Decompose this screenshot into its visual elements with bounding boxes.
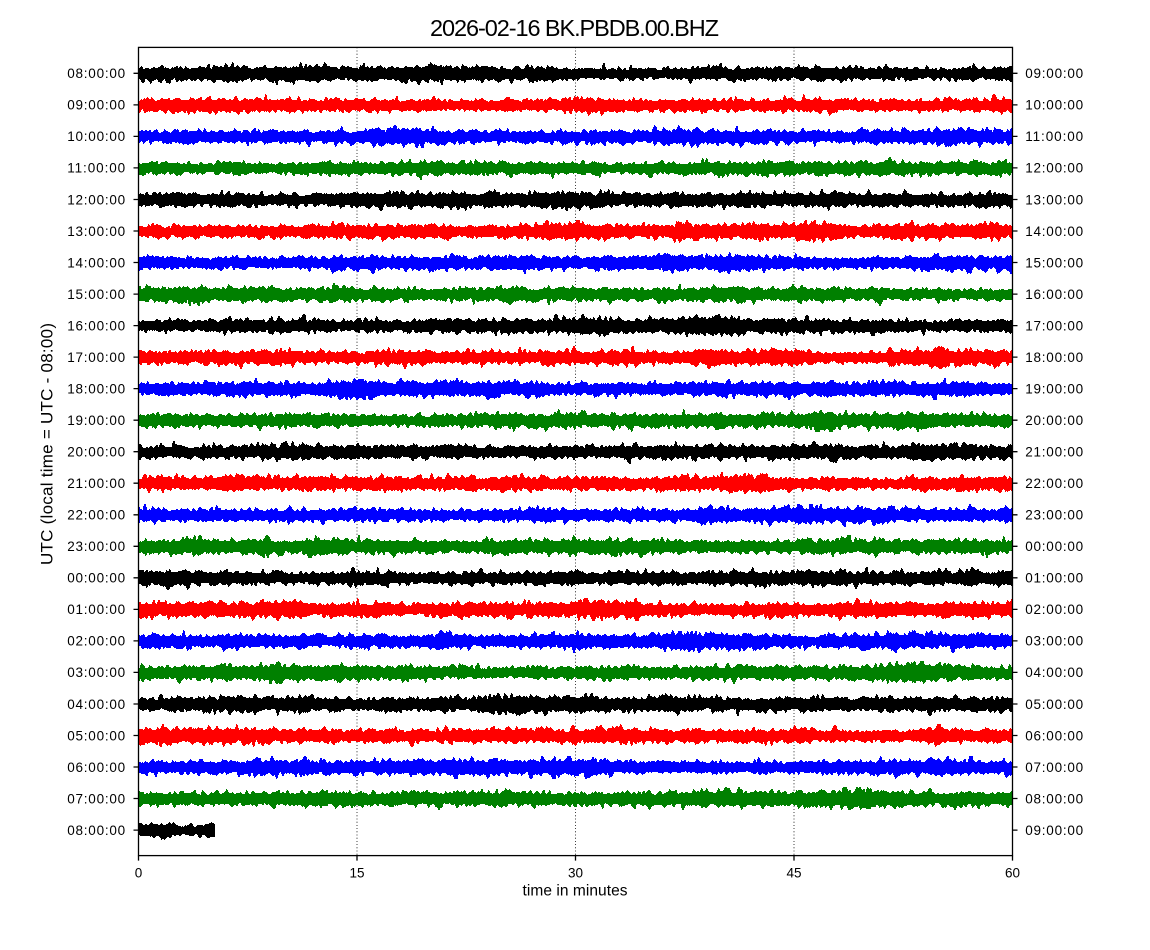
svg-text:17:00:00: 17:00:00 bbox=[67, 350, 125, 365]
svg-text:11:00:00: 11:00:00 bbox=[1025, 129, 1083, 144]
svg-text:16:00:00: 16:00:00 bbox=[1025, 287, 1083, 302]
svg-text:04:00:00: 04:00:00 bbox=[1025, 665, 1083, 680]
svg-text:time in minutes: time in minutes bbox=[523, 883, 628, 900]
svg-text:45: 45 bbox=[786, 865, 801, 880]
svg-text:00:00:00: 00:00:00 bbox=[1025, 539, 1083, 554]
svg-text:04:00:00: 04:00:00 bbox=[67, 697, 125, 712]
svg-text:14:00:00: 14:00:00 bbox=[1025, 224, 1083, 239]
svg-text:22:00:00: 22:00:00 bbox=[1025, 476, 1083, 491]
svg-text:08:00:00: 08:00:00 bbox=[67, 823, 125, 838]
svg-text:02:00:00: 02:00:00 bbox=[1025, 602, 1083, 617]
svg-text:UTC (local time = UTC - 08:00): UTC (local time = UTC - 08:00) bbox=[38, 323, 57, 565]
svg-text:12:00:00: 12:00:00 bbox=[1025, 161, 1083, 176]
svg-text:03:00:00: 03:00:00 bbox=[1025, 634, 1083, 649]
svg-text:06:00:00: 06:00:00 bbox=[67, 760, 125, 775]
svg-text:21:00:00: 21:00:00 bbox=[1025, 445, 1083, 460]
svg-text:08:00:00: 08:00:00 bbox=[67, 66, 125, 81]
svg-text:10:00:00: 10:00:00 bbox=[67, 129, 125, 144]
svg-text:2026-02-16 BK.PBDB.00.BHZ: 2026-02-16 BK.PBDB.00.BHZ bbox=[430, 15, 719, 41]
svg-text:30: 30 bbox=[568, 865, 583, 880]
svg-text:19:00:00: 19:00:00 bbox=[67, 413, 125, 428]
svg-text:08:00:00: 08:00:00 bbox=[1025, 791, 1083, 806]
svg-text:12:00:00: 12:00:00 bbox=[67, 192, 125, 207]
svg-text:60: 60 bbox=[1005, 865, 1020, 880]
svg-text:01:00:00: 01:00:00 bbox=[67, 602, 125, 617]
svg-text:13:00:00: 13:00:00 bbox=[1025, 192, 1083, 207]
svg-text:06:00:00: 06:00:00 bbox=[1025, 728, 1083, 743]
svg-text:17:00:00: 17:00:00 bbox=[1025, 318, 1083, 333]
svg-text:18:00:00: 18:00:00 bbox=[67, 381, 125, 396]
svg-text:23:00:00: 23:00:00 bbox=[67, 539, 125, 554]
svg-text:05:00:00: 05:00:00 bbox=[1025, 697, 1083, 712]
svg-text:22:00:00: 22:00:00 bbox=[67, 508, 125, 523]
svg-text:01:00:00: 01:00:00 bbox=[1025, 571, 1083, 586]
svg-text:09:00:00: 09:00:00 bbox=[67, 98, 125, 113]
svg-text:15: 15 bbox=[349, 865, 364, 880]
svg-text:09:00:00: 09:00:00 bbox=[1025, 823, 1083, 838]
svg-text:05:00:00: 05:00:00 bbox=[67, 728, 125, 743]
svg-text:15:00:00: 15:00:00 bbox=[67, 287, 125, 302]
svg-text:09:00:00: 09:00:00 bbox=[1025, 66, 1083, 81]
svg-text:02:00:00: 02:00:00 bbox=[67, 634, 125, 649]
svg-text:11:00:00: 11:00:00 bbox=[67, 161, 125, 176]
svg-text:13:00:00: 13:00:00 bbox=[67, 224, 125, 239]
svg-text:20:00:00: 20:00:00 bbox=[67, 445, 125, 460]
svg-text:18:00:00: 18:00:00 bbox=[1025, 350, 1083, 365]
svg-text:07:00:00: 07:00:00 bbox=[67, 791, 125, 806]
svg-text:16:00:00: 16:00:00 bbox=[67, 318, 125, 333]
svg-text:14:00:00: 14:00:00 bbox=[67, 255, 125, 270]
svg-text:15:00:00: 15:00:00 bbox=[1025, 255, 1083, 270]
svg-text:00:00:00: 00:00:00 bbox=[67, 571, 125, 586]
svg-text:0: 0 bbox=[135, 865, 143, 880]
svg-text:03:00:00: 03:00:00 bbox=[67, 665, 125, 680]
svg-text:21:00:00: 21:00:00 bbox=[67, 476, 125, 491]
svg-text:23:00:00: 23:00:00 bbox=[1025, 508, 1083, 523]
svg-text:07:00:00: 07:00:00 bbox=[1025, 760, 1083, 775]
svg-text:19:00:00: 19:00:00 bbox=[1025, 381, 1083, 396]
svg-text:10:00:00: 10:00:00 bbox=[1025, 98, 1083, 113]
svg-text:20:00:00: 20:00:00 bbox=[1025, 413, 1083, 428]
